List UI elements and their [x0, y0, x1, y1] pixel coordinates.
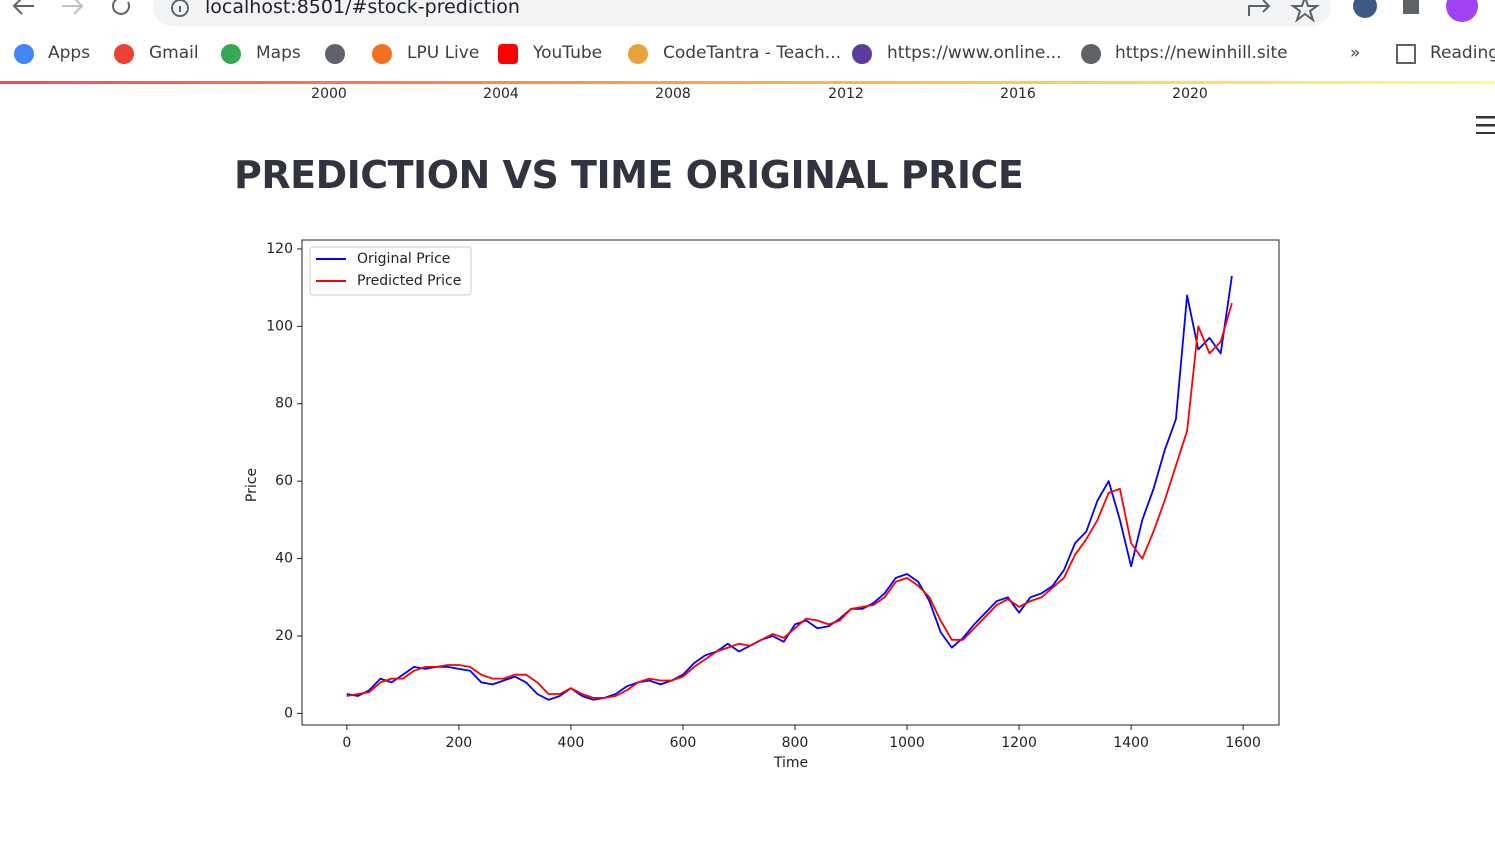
bookmark[interactable]: https://newinhill.site: [1115, 43, 1288, 63]
section-heading: PREDICTION VS TIME ORIGINAL PRICE: [234, 153, 1024, 197]
legend-label: Predicted Price: [357, 273, 461, 289]
x-tick-label: 600: [670, 735, 697, 751]
url[interactable]: localhost:8501/#stock-prediction: [205, 0, 520, 18]
bookmark-icon[interactable]: [852, 44, 872, 64]
y-tick-label: 40: [275, 551, 293, 567]
bookmark[interactable]: https://www.online...: [887, 43, 1062, 63]
y-tick-label: 80: [275, 396, 293, 412]
bookmark-icon[interactable]: [372, 44, 392, 64]
y-tick-label: 100: [266, 318, 293, 334]
bookmark[interactable]: Apps: [48, 43, 91, 63]
bookmark-icon[interactable]: [498, 44, 518, 64]
reading-list[interactable]: Reading: [1430, 43, 1495, 63]
x-tick-label: 200: [445, 735, 472, 751]
y-tick-label: 120: [266, 241, 293, 257]
bookmark-icon[interactable]: [221, 44, 241, 64]
legend-box: [309, 246, 472, 296]
price-line: [346, 275, 1233, 701]
year-tick-label: 2020: [1172, 86, 1208, 102]
header-decoration: [0, 81, 1495, 84]
price-line: [346, 302, 1233, 699]
x-tick-label: 1000: [889, 735, 925, 751]
bookmark-icon[interactable]: [325, 44, 345, 64]
bookmark-icon[interactable]: [114, 44, 134, 64]
bookmark[interactable]: LPU Live: [407, 43, 480, 63]
bookmark-icon[interactable]: [14, 44, 34, 64]
menu-button[interactable]: [1476, 116, 1495, 134]
y-tick-label: 60: [275, 473, 293, 489]
y-axis-label: Price: [244, 468, 260, 502]
year-tick-label: 2012: [828, 86, 864, 102]
year-tick-label: 2000: [311, 86, 347, 102]
reading-list-icon[interactable]: [1396, 44, 1416, 64]
x-tick-label: 1200: [1001, 735, 1037, 751]
year-tick-label: 2008: [655, 86, 691, 102]
x-tick-label: 800: [782, 735, 809, 751]
bookmark-icon[interactable]: [628, 44, 648, 64]
y-tick-label: 20: [275, 628, 293, 644]
x-tick-label: 1400: [1113, 735, 1149, 751]
bookmark[interactable]: Gmail: [149, 43, 199, 63]
bookmark[interactable]: CodeTantra - Teach...: [663, 43, 842, 63]
site-info-icon[interactable]: [170, 0, 190, 18]
plot-frame: [301, 239, 1280, 726]
legend-label: Original Price: [357, 251, 450, 267]
x-tick-label: 400: [558, 735, 585, 751]
year-tick-label: 2016: [1000, 86, 1036, 102]
browser-toolbar: localhost:8501/#stock-prediction: [0, 0, 1495, 36]
toolbar-icons[interactable]: [1235, 0, 1495, 24]
nav-buttons[interactable]: [0, 0, 150, 30]
x-tick-label: 0: [342, 735, 351, 751]
y-tick-label: 0: [284, 705, 293, 721]
address-bar[interactable]: [153, 0, 1331, 26]
bookmark[interactable]: YouTube: [533, 43, 603, 63]
bookmark[interactable]: Maps: [256, 43, 301, 63]
x-axis-label: Time: [773, 755, 808, 771]
bookmark-icon[interactable]: [1081, 44, 1101, 64]
x-tick-label: 1600: [1225, 735, 1261, 751]
year-tick-label: 2004: [483, 86, 519, 102]
more-bookmarks[interactable]: »: [1350, 43, 1361, 63]
